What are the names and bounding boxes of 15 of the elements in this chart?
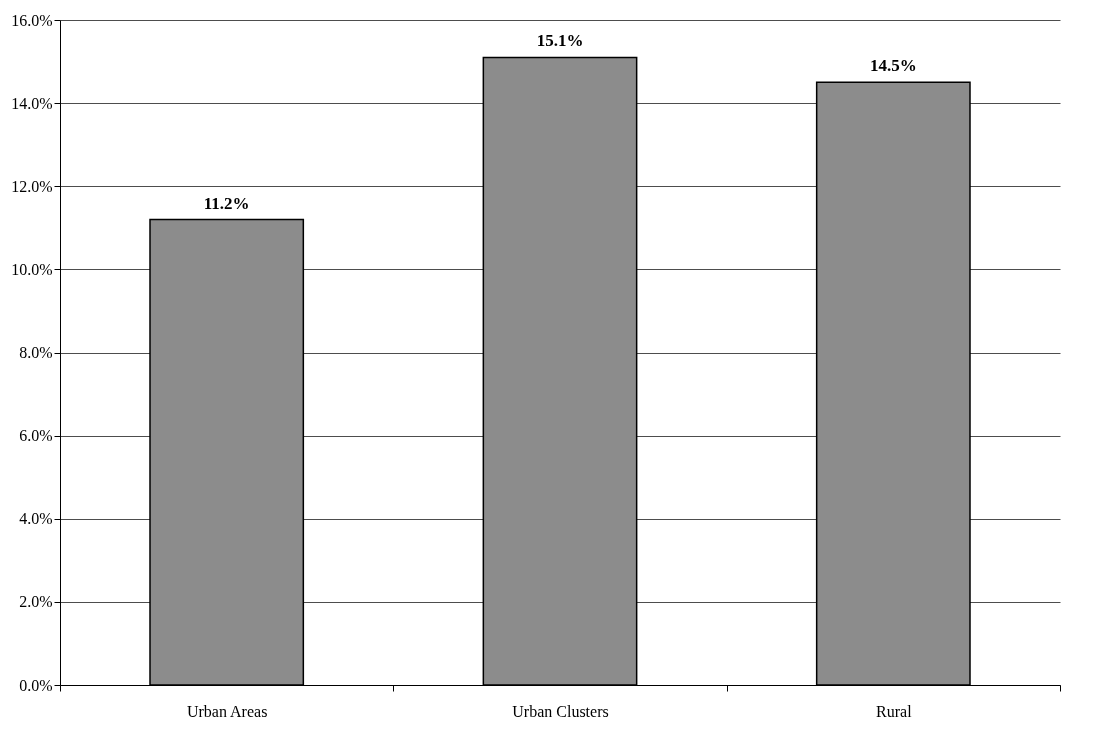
y-tick-label: 14.0% xyxy=(11,94,53,112)
y-tick-label: 16.0% xyxy=(11,11,53,29)
x-tick-label: Urban Clusters xyxy=(512,702,609,720)
x-tick-label: Rural xyxy=(876,702,913,720)
y-tick-label: 6.0% xyxy=(19,427,53,445)
data-label: 14.5% xyxy=(869,56,917,76)
y-tick-label: 12.0% xyxy=(11,177,53,195)
data-label: 15.1% xyxy=(536,31,584,51)
y-tick-label: 10.0% xyxy=(11,260,53,278)
y-tick-label: 4.0% xyxy=(19,510,53,528)
x-tick-label: Urban Areas xyxy=(186,702,268,720)
y-tick-label: 8.0% xyxy=(19,344,53,361)
y-tick-label: 2.0% xyxy=(19,593,53,611)
y-tick-label: 0.0% xyxy=(19,676,53,694)
data-label: 11.2% xyxy=(203,193,250,213)
